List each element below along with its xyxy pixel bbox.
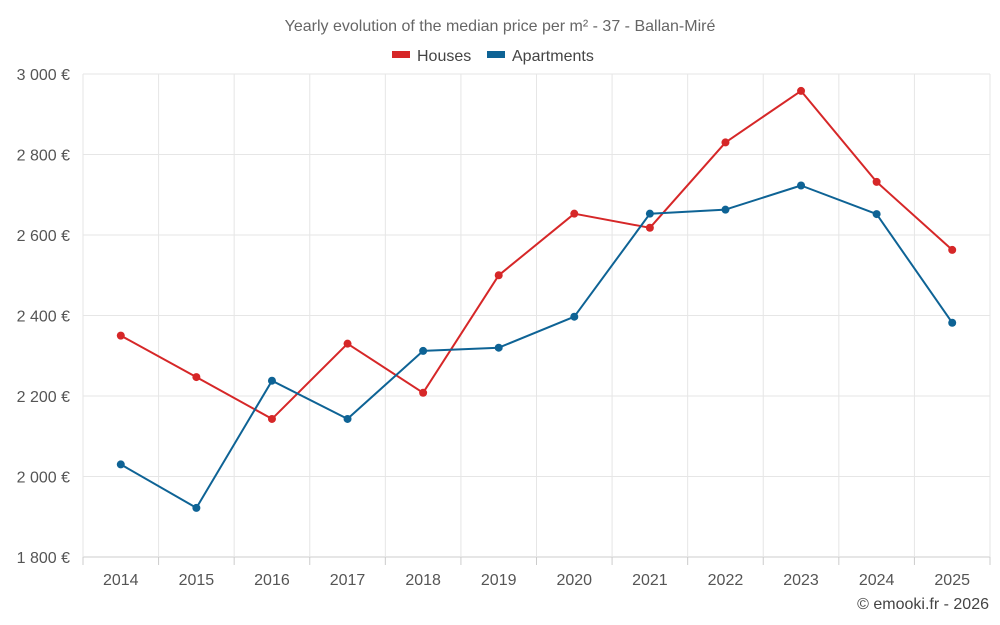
x-tick-label: 2020 — [556, 572, 592, 589]
x-tick-label: 2018 — [405, 572, 441, 589]
y-axis-ticks: 1 800 € 2 000 € 2 200 € 2 400 € 2 600 € 2 800… — [17, 67, 70, 567]
x-tick-label: 2024 — [859, 572, 895, 589]
x-axis-ticks: 2014 2015 2016 2017 2018 2019 2020 2021 2022 2023… — [103, 572, 970, 589]
data-point-houses — [343, 339, 352, 348]
x-tick-label: 2016 — [254, 572, 290, 589]
data-point-houses — [797, 86, 806, 95]
data-point-houses — [645, 223, 654, 232]
legend-swatch-houses — [392, 51, 410, 58]
data-point-apartments — [797, 181, 806, 190]
data-point-apartments — [570, 312, 579, 321]
legend: Houses Apartments — [392, 48, 594, 65]
data-point-apartments — [192, 503, 201, 512]
x-tick-label: 2022 — [708, 572, 744, 589]
data-point-houses — [570, 209, 579, 218]
data-point-apartments — [116, 460, 125, 469]
y-tick-label: 2 000 € — [17, 470, 70, 487]
data-point-apartments — [948, 318, 957, 327]
data-point-apartments — [645, 209, 654, 218]
data-point-apartments — [267, 376, 276, 385]
data-point-houses — [494, 271, 503, 280]
x-tick-label: 2021 — [632, 572, 668, 589]
data-point-houses — [721, 138, 730, 147]
data-point-apartments — [419, 346, 428, 355]
data-point-apartments — [494, 343, 503, 352]
data-point-houses — [116, 331, 125, 340]
legend-label-apartments: Apartments — [512, 48, 594, 65]
data-point-houses — [948, 245, 957, 254]
x-tick-label: 2015 — [179, 572, 215, 589]
series-layer — [116, 86, 957, 512]
data-point-apartments — [721, 205, 730, 214]
data-point-houses — [872, 177, 881, 186]
x-tick-label: 2019 — [481, 572, 517, 589]
credit-text: © emooki.fr - 2026 — [857, 596, 989, 613]
legend-label-houses: Houses — [417, 48, 471, 65]
x-tick-label: 2014 — [103, 572, 139, 589]
data-point-apartments — [343, 414, 352, 423]
data-point-houses — [267, 414, 276, 423]
series-line-apartments — [120, 184, 954, 509]
y-tick-label: 3 000 € — [17, 67, 70, 84]
y-tick-label: 2 200 € — [17, 389, 70, 406]
data-point-houses — [419, 388, 428, 397]
data-point-apartments — [872, 210, 881, 219]
data-point-houses — [192, 373, 201, 382]
x-tick-label: 2017 — [330, 572, 366, 589]
y-tick-label: 2 600 € — [17, 228, 70, 245]
x-tick-label: 2025 — [934, 572, 970, 589]
series-line-houses — [120, 89, 953, 420]
chart-title: Yearly evolution of the median price per… — [285, 18, 716, 35]
y-tick-label: 1 800 € — [17, 550, 70, 567]
legend-swatch-apartments — [487, 51, 505, 58]
grid — [82, 73, 991, 565]
y-tick-label: 2 400 € — [17, 309, 70, 326]
y-tick-label: 2 800 € — [17, 148, 70, 165]
x-tick-label: 2023 — [783, 572, 819, 589]
